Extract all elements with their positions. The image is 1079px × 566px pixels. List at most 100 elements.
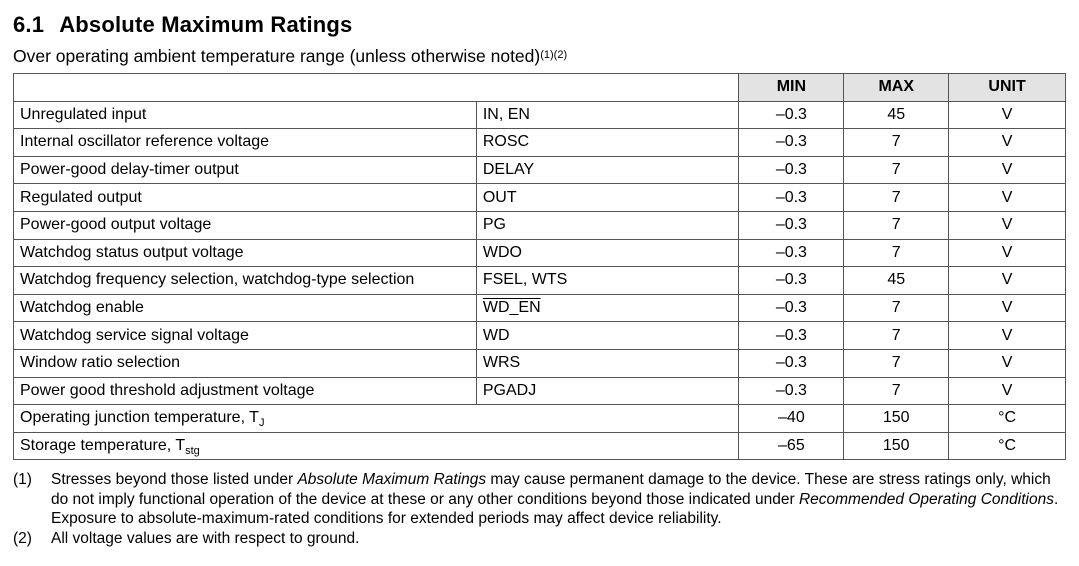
- max-cell: 7: [843, 128, 950, 157]
- footnote-1: (1) Stresses beyond those listed under A…: [13, 470, 1071, 529]
- min-cell: –0.3: [738, 348, 845, 378]
- max-cell: 45: [843, 266, 950, 295]
- max-cell: 7: [843, 293, 950, 323]
- max-cell: 7: [843, 348, 950, 378]
- symbol-cell: ROSC: [475, 128, 740, 157]
- unit-cell: V: [948, 293, 1066, 323]
- min-cell: –0.3: [738, 128, 845, 157]
- max-cell: 7: [843, 155, 950, 185]
- param-subscript: stg: [185, 445, 200, 458]
- param-cell: Watchdog status output voltage: [13, 238, 477, 268]
- unit-cell: V: [948, 321, 1066, 350]
- param-cell: Storage temperature, Tstg: [12, 431, 740, 461]
- param-cell: Operating junction temperature, TJ: [12, 404, 740, 433]
- header-blank-cell: [12, 73, 740, 102]
- param-cell: Watchdog enable: [13, 293, 477, 323]
- min-cell: –40: [738, 404, 845, 433]
- param-text: Storage temperature, T: [20, 437, 186, 455]
- param-cell: Regulated output: [13, 183, 477, 212]
- table-row: Internal oscillator reference voltage ROS…: [13, 128, 1066, 157]
- symbol-cell: DELAY: [475, 155, 740, 185]
- min-cell: –0.3: [738, 100, 845, 130]
- footnote-italic-ref: Absolute Maximum Ratings: [297, 471, 487, 488]
- symbol-text: WD_EN: [482, 299, 541, 317]
- min-cell: –0.3: [738, 183, 845, 212]
- symbol-text: ROSC: [482, 133, 530, 151]
- max-cell: 7: [843, 321, 950, 350]
- symbol-cell: PG: [475, 210, 740, 240]
- param-cell: Watchdog service signal voltage: [13, 321, 477, 350]
- min-cell: –0.3: [738, 266, 845, 295]
- section-number: 6.1: [13, 12, 45, 37]
- symbol-text: IN, EN: [482, 105, 530, 123]
- symbol-cell: OUT: [475, 183, 740, 212]
- table-header-row: MIN MAX UNIT: [12, 73, 1066, 102]
- table-row: Watchdog enable WD_EN –0.3 7 V: [13, 293, 1066, 323]
- unit-cell: °C: [948, 404, 1066, 433]
- section-title-text: Absolute Maximum Ratings: [59, 12, 353, 37]
- symbol-cell: FSEL, WTS: [475, 266, 740, 295]
- unit-cell: V: [948, 238, 1066, 268]
- min-cell: –0.3: [738, 293, 845, 323]
- symbol-text: WDO: [482, 243, 522, 261]
- symbol-cell: PGADJ: [475, 376, 740, 406]
- symbol-text: PG: [482, 216, 506, 234]
- symbol-cell: WD_EN: [475, 293, 740, 323]
- table-row: Unregulated input IN, EN –0.3 45 V: [13, 100, 1066, 130]
- footnote-index: (1): [13, 471, 32, 488]
- symbol-text: DELAY: [482, 161, 535, 179]
- table-row: Power-good output voltage PG –0.3 7 V: [13, 210, 1066, 240]
- header-unit: UNIT: [948, 73, 1066, 102]
- min-cell: –0.3: [738, 238, 845, 268]
- symbol-text: PGADJ: [482, 381, 537, 399]
- param-cell: Window ratio selection: [13, 348, 477, 378]
- footnote-italic-ref: Recommended Operating Conditions: [798, 490, 1054, 508]
- param-cell: Power good threshold adjustment voltage: [13, 376, 477, 406]
- symbol-cell: WRS: [475, 348, 740, 378]
- table-row: Watchdog status output voltage WDO –0.3 7 V: [13, 238, 1066, 268]
- max-cell: 7: [843, 183, 950, 212]
- unit-cell: V: [948, 376, 1066, 406]
- max-cell: 7: [843, 210, 950, 240]
- symbol-cell: WDO: [475, 238, 740, 268]
- subtitle-footnote-refs: (1)(2): [540, 49, 568, 61]
- footnote-text-part: . Exposure to absolute-maximum-rated con…: [51, 490, 1059, 528]
- footnotes: (1) Stresses beyond those listed under A…: [13, 470, 1071, 548]
- header-max: MAX: [843, 73, 950, 102]
- table-subtitle: Over operating ambient temperature range…: [13, 46, 567, 67]
- unit-cell: V: [948, 266, 1066, 295]
- symbol-cell: IN, EN: [475, 100, 740, 130]
- table-row: Watchdog frequency selection, watchdog-t…: [13, 266, 1066, 295]
- table-row: Power good threshold adjustment voltage P…: [13, 376, 1066, 406]
- table-row: Power-good delay-timer output DELAY –0.3 7 V: [13, 155, 1066, 185]
- param-cell: Internal oscillator reference voltage: [13, 128, 477, 157]
- min-cell: –0.3: [738, 376, 845, 406]
- param-subscript: J: [258, 417, 265, 430]
- symbol-cell: WD: [475, 321, 740, 350]
- min-cell: –0.3: [738, 155, 845, 185]
- max-cell: 45: [843, 100, 950, 130]
- footnote-text-part: may cause permanent damage to the device…: [51, 471, 1051, 508]
- symbol-text: FSEL, WTS: [482, 271, 568, 289]
- table-row: Storage temperature, Tstg –65 150 °C: [12, 431, 1066, 461]
- section-title: 6.1 Absolute Maximum Ratings: [13, 12, 352, 38]
- max-cell: 150: [843, 404, 950, 433]
- footnote-text: Stresses beyond those listed under Absol…: [51, 470, 1071, 529]
- subtitle-text: Over operating ambient temperature range…: [13, 46, 541, 66]
- footnote-text: All voltage values are with respect to g…: [51, 529, 360, 547]
- unit-cell: V: [948, 155, 1066, 185]
- param-text: Operating junction temperature, T: [20, 409, 259, 427]
- header-min: MIN: [738, 73, 845, 102]
- max-cell: 150: [843, 431, 950, 461]
- max-cell: 7: [843, 376, 950, 406]
- table-row: Operating junction temperature, TJ –40 150…: [12, 404, 1066, 433]
- param-cell: Unregulated input: [13, 100, 477, 130]
- unit-cell: V: [948, 128, 1066, 157]
- symbol-text: WRS: [482, 354, 521, 372]
- footnote-text-part: Stresses beyond those listed under: [51, 471, 298, 488]
- unit-cell: °C: [948, 431, 1066, 461]
- param-cell: Power-good output voltage: [13, 210, 477, 240]
- param-cell: Watchdog frequency selection, watchdog-t…: [13, 266, 477, 295]
- footnote-index: (2): [13, 529, 32, 547]
- table-row: Watchdog service signal voltage WD –0.3 7 V: [13, 321, 1066, 350]
